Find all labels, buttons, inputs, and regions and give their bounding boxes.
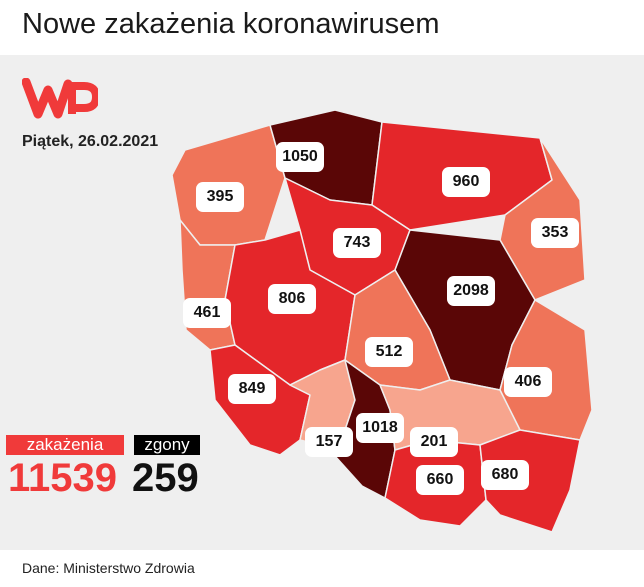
- region-value-label: 743: [333, 228, 381, 258]
- region-value-label: 406: [504, 367, 552, 397]
- region-value-label: 157: [305, 427, 353, 457]
- region-value-label: 849: [228, 374, 276, 404]
- region-value-label: 960: [442, 167, 490, 197]
- region-value-label: 512: [365, 337, 413, 367]
- cases-label: zakażenia: [6, 435, 124, 455]
- cases-total: 11539: [8, 456, 118, 500]
- region-value-label: 2098: [447, 276, 495, 306]
- region-value-label: 201: [410, 427, 458, 457]
- region-value-label: 806: [268, 284, 316, 314]
- region-15: [479, 429, 581, 533]
- region-value-label: 353: [531, 218, 579, 248]
- region-value-label: 680: [481, 460, 529, 490]
- deaths-label: zgony: [134, 435, 200, 455]
- region-value-label: 395: [196, 182, 244, 212]
- region-value-label: 660: [416, 465, 464, 495]
- region-value-label: 461: [183, 298, 231, 328]
- wp-logo: [22, 78, 98, 119]
- page-title: Nowe zakażenia koronawirusem: [22, 8, 440, 40]
- deaths-total: 259: [132, 456, 199, 500]
- region-value-label: 1018: [356, 413, 404, 443]
- date-label: Piątek, 26.02.2021: [22, 133, 159, 150]
- region-value-label: 1050: [276, 142, 324, 172]
- source-note: Dane: Ministerstwo Zdrowia: [22, 560, 195, 576]
